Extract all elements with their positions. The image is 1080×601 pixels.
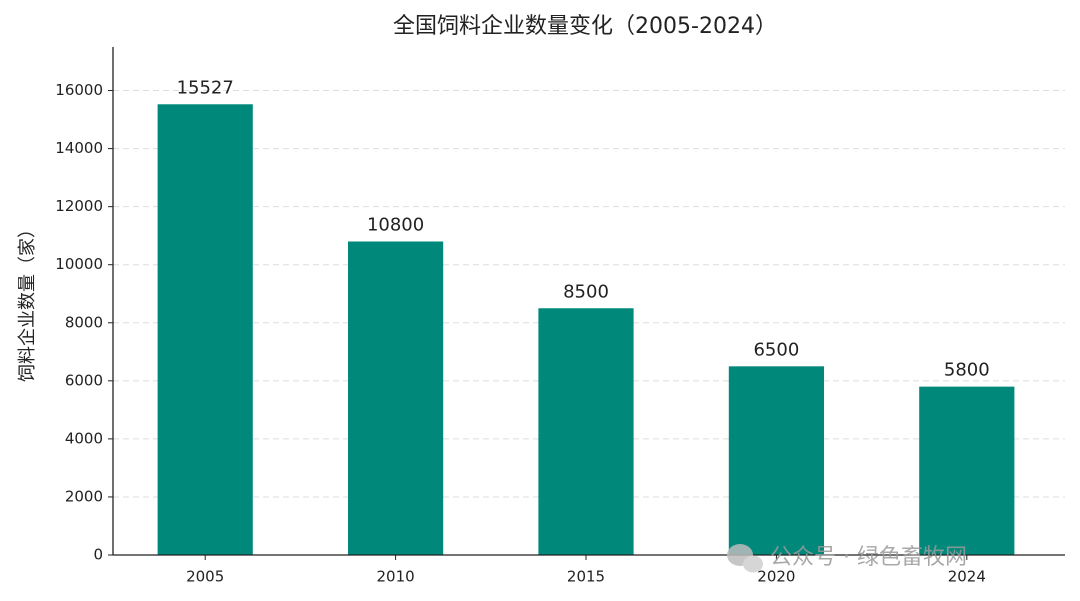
plot-area: 0 2000 4000 6000 8000 10000 12000 14000 16000 200… (55, 77, 1065, 586)
watermark-text: 公众号 · 绿色畜牧网 (770, 545, 967, 570)
value-label: 10800 (367, 214, 424, 235)
x-tick-label: 2015 (567, 568, 605, 586)
y-tick-label: 2000 (65, 487, 103, 505)
y-tick-label: 6000 (65, 371, 103, 389)
bar (728, 366, 824, 555)
bar (157, 104, 253, 555)
value-label: 6500 (753, 339, 799, 360)
x-tick-label: 2024 (948, 568, 986, 586)
value-label: 8500 (563, 281, 609, 302)
x-tick-label: 2005 (186, 568, 224, 586)
y-tick-label: 0 (93, 546, 103, 564)
value-label: 15527 (177, 77, 234, 98)
chart-title: 全国饲料企业数量变化（2005-2024） (393, 14, 777, 39)
y-tick-label: 8000 (65, 313, 103, 331)
bar (348, 241, 444, 555)
watermark-icon (743, 555, 763, 573)
y-tick-label: 10000 (55, 255, 103, 273)
bar (919, 386, 1015, 555)
y-tick-label: 12000 (55, 197, 103, 215)
x-tick-label: 2020 (757, 568, 795, 586)
x-tick-label: 2010 (377, 568, 415, 586)
value-label: 5800 (944, 360, 990, 381)
y-tick-label: 16000 (55, 81, 103, 99)
watermark: 公众号 · 绿色畜牧网 (727, 544, 967, 573)
bar (538, 308, 634, 555)
y-axis-label: 饲料企业数量（家） (17, 220, 38, 382)
y-tick-label: 14000 (55, 139, 103, 157)
y-tick-label: 4000 (65, 429, 103, 447)
